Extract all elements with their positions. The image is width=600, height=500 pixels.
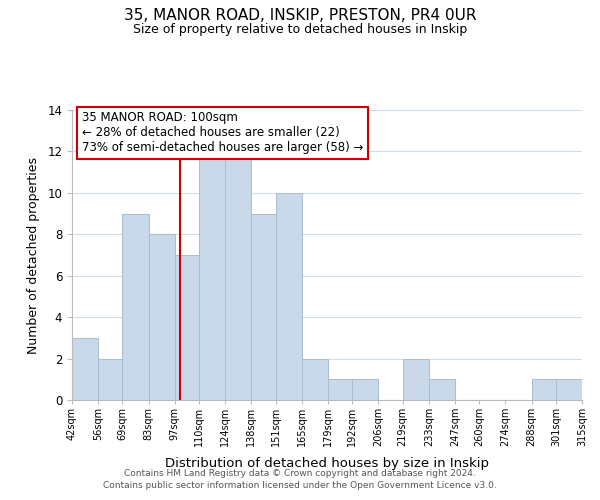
Bar <box>429 380 455 400</box>
Bar <box>352 380 379 400</box>
Bar <box>302 358 328 400</box>
Text: Size of property relative to detached houses in Inskip: Size of property relative to detached ho… <box>133 22 467 36</box>
Text: Contains public sector information licensed under the Open Government Licence v3: Contains public sector information licen… <box>103 481 497 490</box>
Bar <box>328 380 352 400</box>
Bar <box>122 214 149 400</box>
Text: 35 MANOR ROAD: 100sqm
← 28% of detached houses are smaller (22)
73% of semi-deta: 35 MANOR ROAD: 100sqm ← 28% of detached … <box>82 112 364 154</box>
Bar <box>98 358 122 400</box>
Bar <box>225 152 251 400</box>
Bar <box>149 234 175 400</box>
X-axis label: Distribution of detached houses by size in Inskip: Distribution of detached houses by size … <box>165 458 489 470</box>
Bar <box>199 152 225 400</box>
Bar <box>251 214 275 400</box>
Bar <box>556 380 582 400</box>
Bar <box>175 255 199 400</box>
Bar <box>532 380 556 400</box>
Bar <box>72 338 98 400</box>
Y-axis label: Number of detached properties: Number of detached properties <box>28 156 40 354</box>
Bar <box>275 193 302 400</box>
Text: 35, MANOR ROAD, INSKIP, PRESTON, PR4 0UR: 35, MANOR ROAD, INSKIP, PRESTON, PR4 0UR <box>124 8 476 22</box>
Text: Contains HM Land Registry data © Crown copyright and database right 2024.: Contains HM Land Registry data © Crown c… <box>124 468 476 477</box>
Bar <box>403 358 429 400</box>
